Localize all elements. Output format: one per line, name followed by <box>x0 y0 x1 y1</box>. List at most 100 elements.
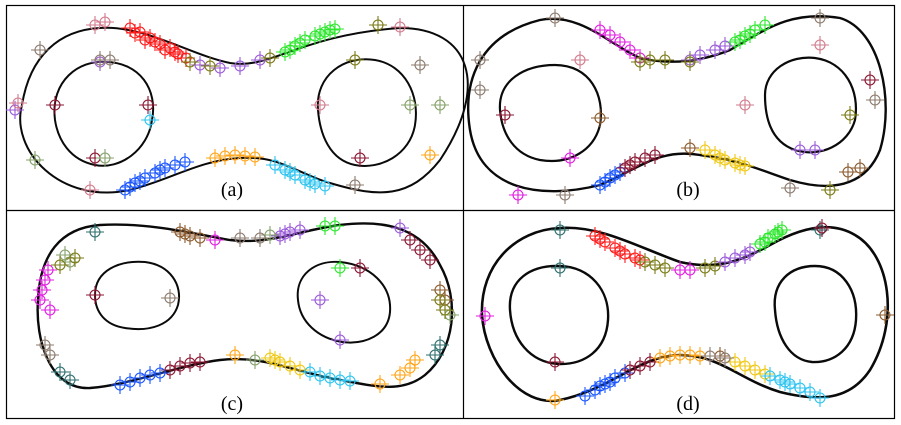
crosshair-circle-icon <box>401 231 419 249</box>
inner-contour-right <box>773 264 858 364</box>
marker-cluster-green <box>726 16 774 51</box>
crosshair-circle-icon <box>811 9 829 27</box>
inner-contour-right <box>316 58 417 167</box>
crosshair-circle-icon <box>791 379 809 397</box>
outer-contour <box>480 225 890 403</box>
panel-b: (b) <box>467 9 887 204</box>
marker-cluster-green <box>276 20 344 61</box>
crosshair-circle-icon <box>426 346 444 364</box>
marker-cluster-sage <box>56 226 459 369</box>
crosshair-circle-icon <box>431 336 449 354</box>
crosshair-circle-icon <box>316 177 334 195</box>
marker-cluster-gold <box>696 141 754 175</box>
crosshair-circle-icon <box>806 141 824 159</box>
crosshair-circle-icon <box>476 307 494 325</box>
crosshair-circle-icon <box>331 371 349 389</box>
crosshair-circle-icon <box>591 377 609 395</box>
marker-cluster-orange <box>226 346 424 393</box>
crosshair-circle-icon <box>36 336 54 354</box>
crosshair-circle-icon <box>706 257 724 275</box>
marker-cluster-magenta <box>31 231 224 319</box>
crosshair-circle-icon <box>706 41 724 59</box>
crosshair-circle-icon <box>696 141 714 159</box>
marker-cluster-blue <box>576 364 634 405</box>
crosshair-circle-icon <box>9 94 27 112</box>
crosshair-circle-icon <box>39 261 57 279</box>
panel-label-a: (a) <box>221 179 243 201</box>
crosshair-circle-icon <box>261 49 279 67</box>
crosshair-circle-icon <box>641 353 659 371</box>
crosshair-circle-icon <box>131 172 149 190</box>
crosshair-circle-icon <box>266 351 284 369</box>
crosshair-circle-icon <box>716 349 734 367</box>
crosshair-circle-icon <box>96 149 114 167</box>
marker-cluster-pink <box>571 36 829 114</box>
crosshair-circle-icon <box>176 153 194 171</box>
crosshair-circle-icon <box>436 301 454 319</box>
crosshair-circle-icon <box>636 253 654 271</box>
crosshair-circle-icon <box>706 146 724 164</box>
crosshair-circle-icon <box>291 361 309 379</box>
crosshair-circle-icon <box>206 231 224 249</box>
crosshair-circle-icon <box>841 106 859 124</box>
crosshair-circle-icon <box>191 353 209 371</box>
crosshair-circle-icon <box>551 221 569 239</box>
crosshair-circle-icon <box>281 41 299 59</box>
crosshair-circle-icon <box>839 163 857 181</box>
panel-a: (a) <box>6 13 469 201</box>
marker-cluster-brown <box>711 306 894 365</box>
crosshair-circle-icon <box>231 229 249 247</box>
crosshair-circle-icon <box>121 373 139 391</box>
crosshair-circle-icon <box>776 373 794 391</box>
crosshair-circle-icon <box>866 91 884 109</box>
marker-cluster-pink <box>9 13 409 199</box>
crosshair-circle-icon <box>101 51 119 69</box>
crosshair-circle-icon <box>756 16 774 34</box>
marker-cluster-purple <box>6 51 269 119</box>
crosshair-circle-icon <box>756 233 774 251</box>
crosshair-circle-icon <box>311 25 329 43</box>
crosshair-circle-icon <box>546 9 564 27</box>
crosshair-circle-icon <box>371 375 389 393</box>
crosshair-circle-icon <box>46 96 64 114</box>
crosshair-circle-icon <box>811 389 829 407</box>
crosshair-circle-icon <box>561 149 579 167</box>
crosshair-circle-icon <box>741 25 759 43</box>
crosshair-circle-icon <box>811 36 829 54</box>
crosshair-circle-icon <box>411 56 429 74</box>
crosshair-circle-icon <box>231 57 249 75</box>
crosshair-circle-icon <box>746 361 764 379</box>
inner-contour-right <box>296 260 392 344</box>
crosshair-circle-icon <box>851 159 869 177</box>
panel-label-d: (d) <box>676 393 699 415</box>
crosshair-circle-icon <box>421 251 439 269</box>
marker-cluster-teal <box>51 223 449 389</box>
inner-contour-left <box>94 260 181 331</box>
marker-cluster-gray <box>701 347 734 367</box>
marker-cluster-gold <box>261 349 309 379</box>
outer-contour <box>19 26 469 194</box>
crosshair-circle-icon <box>681 261 699 279</box>
panel-label-b: (b) <box>676 179 699 201</box>
crosshair-circle-icon <box>576 387 594 405</box>
inner-contour-left <box>508 264 610 366</box>
crosshair-circle-icon <box>813 219 831 237</box>
crosshair-circle-icon <box>321 21 339 39</box>
crosshair-circle-icon <box>431 96 449 114</box>
crosshair-circle-icon <box>781 179 799 197</box>
crosshair-circle-icon <box>736 357 754 375</box>
marker-cluster-sage <box>26 96 449 169</box>
crosshair-circle-icon <box>216 147 234 165</box>
crosshair-circle-icon <box>281 163 299 181</box>
crosshair-circle-icon <box>591 230 609 248</box>
crosshair-circle-icon <box>176 225 194 243</box>
figure-border <box>5 4 896 420</box>
crosshair-circle-icon <box>116 181 134 199</box>
crosshair-circle-icon <box>391 219 409 237</box>
panel-d: (d) <box>476 219 894 415</box>
crosshair-circle-icon <box>571 51 589 69</box>
crosshair-circle-icon <box>226 346 244 364</box>
crosshair-circle-icon <box>251 51 269 69</box>
crosshair-circle-icon <box>191 229 209 247</box>
